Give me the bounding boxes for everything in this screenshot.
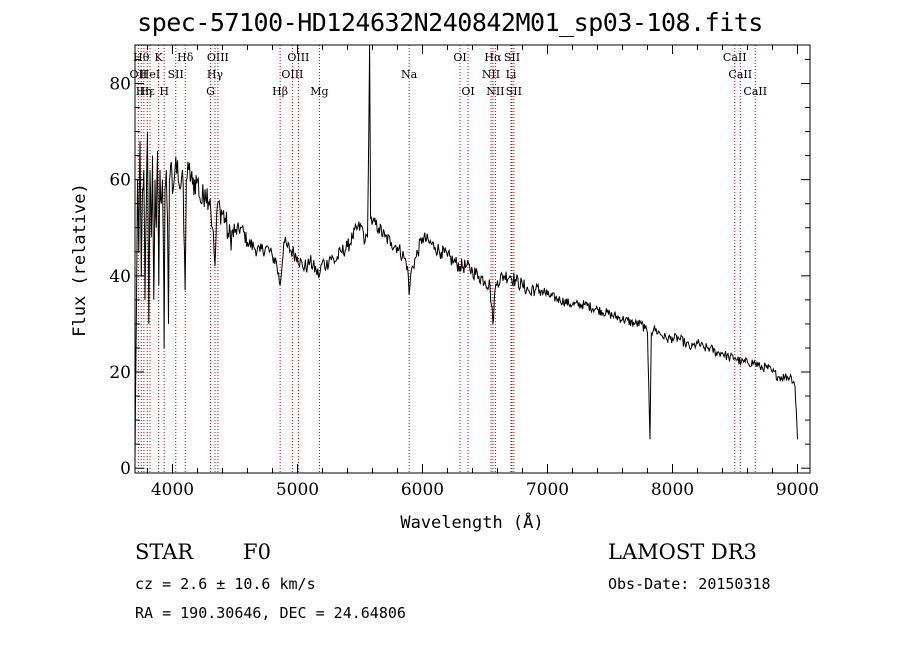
x-tick-label: 4000: [151, 480, 194, 500]
line-marker-label: OIII: [281, 68, 303, 81]
line-marker-label: OIII: [287, 51, 309, 64]
spectrum-line: [134, 44, 798, 464]
x-tick-label: 5000: [276, 480, 319, 500]
line-marker-label: Hγ: [207, 68, 224, 81]
line-marker-label: K: [155, 51, 164, 64]
x-tick-label: 6000: [401, 480, 444, 500]
line-marker-label: Hα: [484, 51, 502, 64]
coordinates: RA = 190.30646, DEC = 24.64806: [135, 604, 406, 622]
line-marker-label: Hθ: [133, 51, 150, 64]
x-tick-label: 7000: [526, 480, 569, 500]
line-marker-label: SII: [168, 68, 184, 81]
line-markers: [137, 45, 756, 473]
line-marker-label: Hδ: [177, 51, 194, 64]
line-marker-label: NII: [486, 85, 504, 98]
obs-date: Obs-Date: 20150318: [608, 575, 771, 593]
line-marker-label: OII: [130, 68, 148, 81]
line-marker-label: NII: [482, 68, 500, 81]
axis-ticks: [135, 45, 810, 473]
x-tick-label: 9000: [776, 480, 819, 500]
line-marker-label: Hβ: [272, 85, 288, 98]
line-marker-label: G: [206, 85, 215, 98]
line-marker-label: SII: [506, 85, 522, 98]
x-axis-label: Wavelength (Å): [400, 511, 543, 533]
chart-title: spec-57100-HD124632N240842M01_sp03-108.f…: [137, 8, 763, 37]
y-axis-label: Flux (relative): [70, 183, 90, 337]
line-marker-label: HeI: [140, 68, 160, 81]
y-tick-label: 60: [109, 171, 131, 191]
line-marker-label: H: [159, 85, 169, 98]
line-marker-label: Hε: [140, 85, 156, 98]
line-marker-label: CaII: [728, 68, 752, 81]
object-subclass: F0: [243, 540, 271, 564]
x-tick-label: 8000: [651, 480, 694, 500]
tick-labels: 4000 5000 6000 7000 8000 9000 0 20 40 60 80: [109, 74, 819, 500]
line-marker-label: Mg: [310, 85, 328, 98]
line-marker-label: OI: [461, 85, 474, 98]
plot-frame: [134, 44, 811, 474]
redshift-info: cz = 2.6 ± 10.6 km/s: [135, 575, 316, 593]
line-marker-label: SII: [504, 51, 520, 64]
line-marker-label: Na: [401, 68, 418, 81]
line-marker-label: OIII: [207, 51, 229, 64]
object-class: STAR: [135, 540, 194, 564]
line-marker-label: Hη: [136, 85, 152, 98]
y-tick-label: 0: [120, 459, 131, 479]
y-tick-label: 80: [109, 74, 131, 94]
survey-label: LAMOST DR3: [608, 540, 757, 564]
line-marker-label: Li: [506, 68, 517, 81]
line-marker-label: CaII: [723, 51, 747, 64]
y-tick-label: 20: [109, 363, 131, 383]
line-marker-label: CaII: [743, 85, 767, 98]
line-marker-label: OI: [453, 51, 466, 64]
y-tick-label: 40: [109, 267, 131, 287]
